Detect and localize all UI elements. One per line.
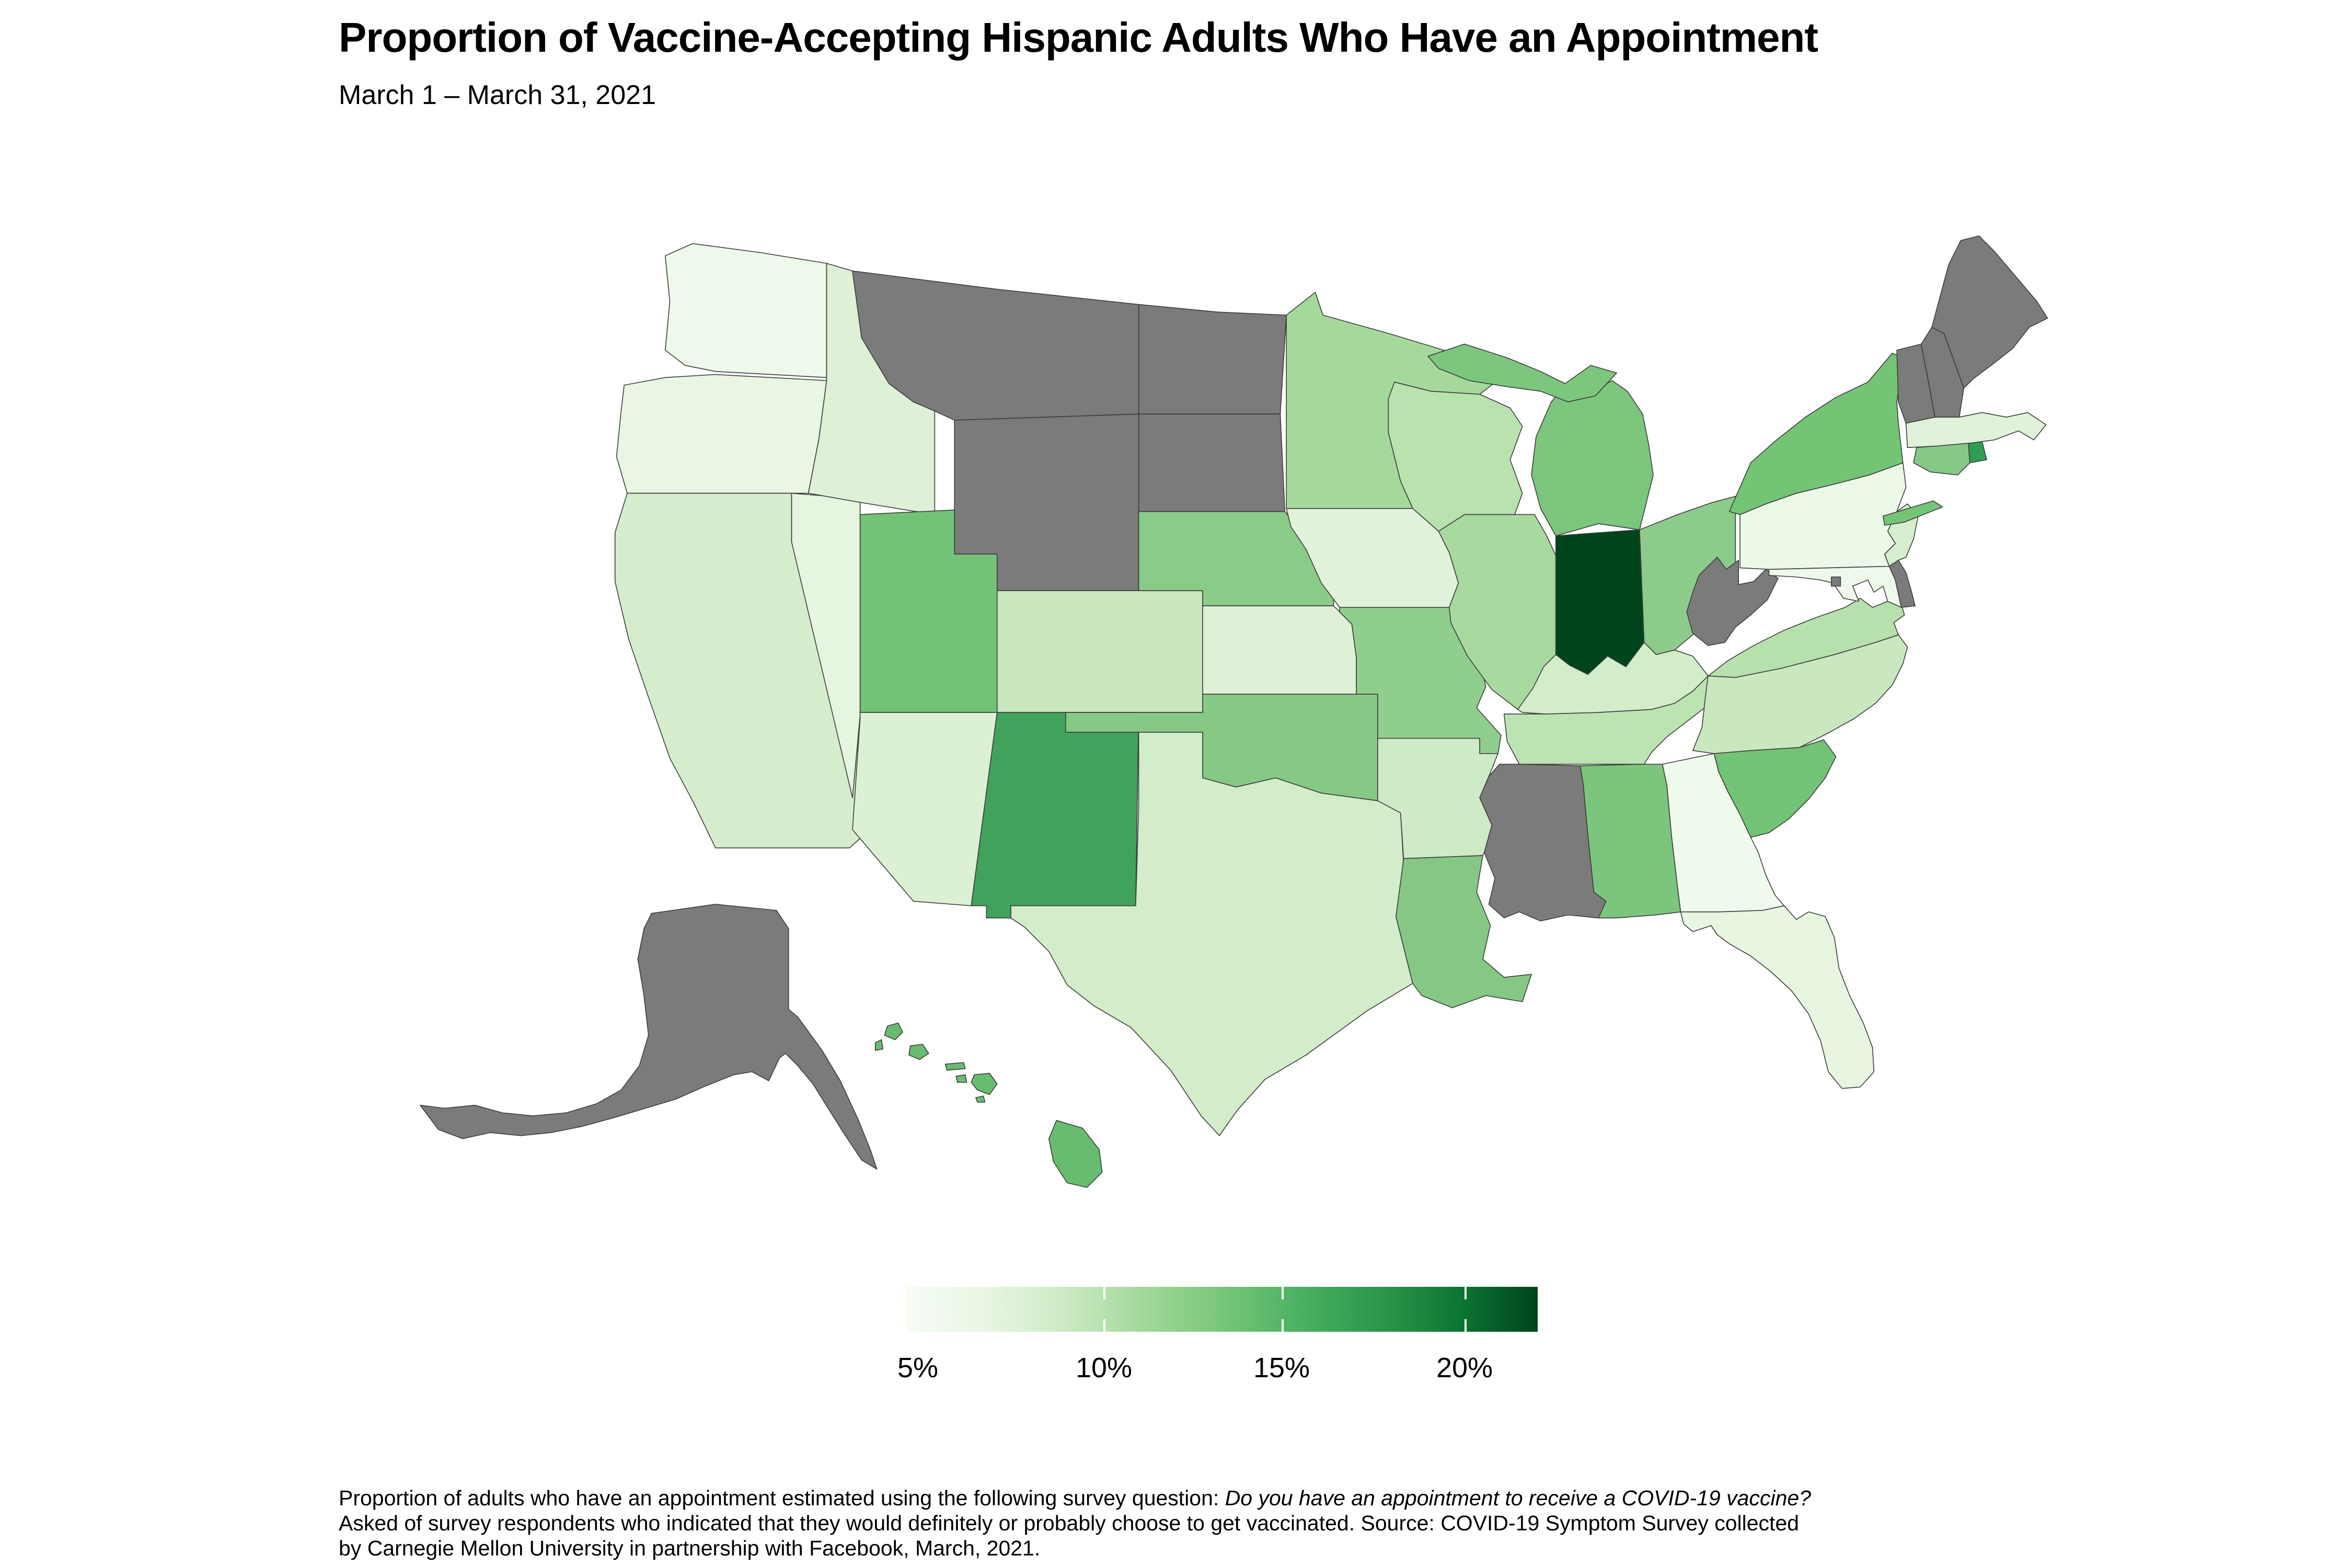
footnote-line2-text: Asked of survey respondents who indicate…	[339, 1511, 1800, 1535]
chart-subtitle: March 1 – March 31, 2021	[339, 80, 656, 110]
state-hawaii-maui	[971, 1073, 998, 1095]
state-louisiana	[1396, 855, 1532, 1008]
legend-label-10: 10%	[1075, 1352, 1133, 1383]
chart-title: Proportion of Vaccine-Accepting Hispanic…	[339, 14, 1818, 61]
legend-tick-10	[1103, 1287, 1106, 1299]
state-alaska	[420, 904, 878, 1170]
state-montana	[852, 270, 1139, 421]
state-kansas	[1202, 605, 1357, 695]
state-indiana	[1555, 529, 1645, 675]
state-north-dakota	[1138, 304, 1287, 415]
state-oregon	[616, 374, 827, 494]
legend-tick-15b	[1282, 1319, 1284, 1332]
legend-colorbar	[906, 1287, 1538, 1332]
state-michigan-lower	[1531, 368, 1654, 537]
state-maryland	[1768, 566, 1902, 608]
legend-label-20: 20%	[1436, 1352, 1493, 1383]
legend-label-15: 15%	[1253, 1352, 1310, 1383]
state-kentucky	[1517, 642, 1709, 714]
state-connecticut	[1913, 442, 1970, 476]
state-new-mexico	[971, 712, 1139, 919]
legend-label-5: 5%	[897, 1352, 939, 1383]
state-hawaii-lanai	[955, 1074, 967, 1083]
state-hawaii-big-island	[1048, 1120, 1103, 1188]
source-footnote: Proportion of adults who have an appoint…	[339, 1485, 2189, 1561]
footnote-line1-text: Proportion of adults who have an appoint…	[339, 1486, 1225, 1510]
state-texas	[1010, 732, 1413, 1136]
legend-tick-20	[1464, 1287, 1467, 1299]
state-hawaii-oahu	[908, 1044, 929, 1060]
state-south-dakota	[1138, 413, 1286, 512]
legend-tick-20b	[1464, 1319, 1467, 1332]
state-rhode-island	[1968, 441, 1987, 464]
state-hawaii-molokai	[944, 1062, 966, 1071]
state-massachusetts	[1905, 412, 2047, 448]
state-maine	[1931, 235, 2048, 389]
state-hawaii-niihau	[874, 1039, 884, 1051]
state-new-york-long-island	[1883, 500, 1943, 526]
state-delaware	[1888, 560, 1916, 608]
state-washington	[665, 243, 827, 378]
state-hawaii-kahoolawe	[975, 1096, 986, 1103]
state-west-virginia	[1686, 557, 1779, 646]
state-hawaii-kauai	[884, 1022, 903, 1041]
state-district-of-columbia	[1831, 577, 1841, 587]
footnote-survey-question: Do you have an appointment to receive a …	[1225, 1486, 1811, 1510]
state-south-carolina	[1713, 739, 1837, 838]
legend-tick-10b	[1103, 1319, 1106, 1332]
state-illinois	[1438, 514, 1557, 710]
legend-tick-15	[1282, 1287, 1284, 1299]
state-colorado	[996, 590, 1203, 713]
footnote-line3-text: by Carnegie Mellon University in partner…	[339, 1536, 1041, 1560]
state-michigan-upper-peninsula	[1427, 343, 1618, 402]
state-florida	[1680, 905, 1875, 1089]
